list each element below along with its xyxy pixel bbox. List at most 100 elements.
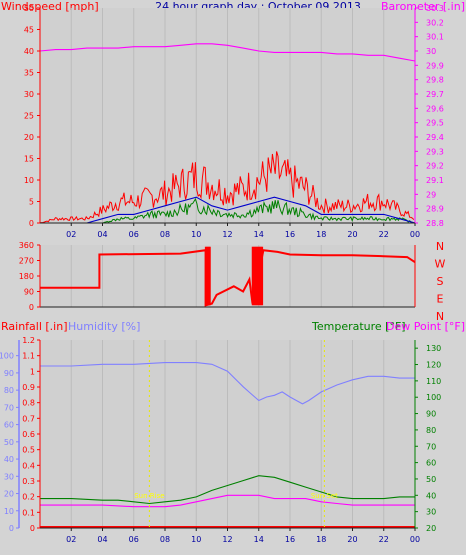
windspeed-tick-label: 20 — [24, 133, 34, 142]
direction-series-group — [40, 246, 416, 307]
x-tick-label: 04 — [97, 535, 107, 544]
barometer-tick-label: 30 — [426, 47, 436, 56]
barometer-series-group — [39, 43, 416, 62]
windspeed-axis: 0 5 10 15 20 25 30 35 40 45 50 — [24, 4, 41, 228]
x-tick-label: 06 — [129, 535, 139, 544]
x-tick-label: 16 — [285, 535, 295, 544]
temperature-tick-label: 100 — [426, 393, 441, 402]
rainfall-tick-label: 0.3 — [22, 477, 35, 486]
barometer-tick-label: 29.6 — [426, 104, 444, 113]
x-tick-label: 02 — [66, 535, 76, 544]
rainfall-tick-label: 1 — [30, 367, 35, 376]
rainfall-tick-label: 0.5 — [22, 446, 35, 455]
humidity-tick-label: 10 — [4, 507, 14, 516]
temperature-tick-label: 70 — [426, 442, 436, 451]
sun-annotations: Sun Rise Sun Set — [134, 340, 338, 528]
direction-series — [40, 249, 416, 307]
temperature-axis: 20 30 40 50 60 70 80 90 100 110 120 130 — [414, 340, 441, 533]
barometer-tick-label: 30.2 — [426, 18, 444, 27]
windspeed-tick-label: 0 — [29, 219, 34, 228]
temperature-tick-label: 40 — [426, 491, 436, 500]
compass-label: N — [436, 310, 444, 323]
windspeed-tick-label: 40 — [24, 47, 34, 56]
direction-tick-label: 270 — [19, 257, 34, 266]
temperature-axis-label: Temperature [°F] — [311, 320, 406, 333]
rain-panel-x-axis: 02 04 06 08 10 12 14 16 18 20 22 00 — [40, 527, 420, 544]
humidity-tick-label: 50 — [4, 438, 14, 447]
windspeed-tick-label: 50 — [24, 4, 34, 13]
barometer-axis: 28.8 28.9 29 29.1 29.2 29.3 29.4 29.5 29.6 29.7 29… — [414, 4, 444, 228]
temperature-series — [40, 475, 415, 505]
compass-label: W — [435, 258, 446, 271]
barometer-tick-label: 28.9 — [426, 205, 444, 214]
humidity-tick-label: 70 — [4, 403, 14, 412]
rainfall-tick-label: 0 — [30, 524, 35, 533]
barometer-tick-label: 29.4 — [426, 133, 444, 142]
x-tick-label: 14 — [254, 230, 264, 239]
x-tick-label: 20 — [347, 535, 357, 544]
humidity-tick-label: 80 — [4, 386, 14, 395]
x-tick-label: 18 — [316, 230, 326, 239]
rainfall-tick-label: 0.4 — [22, 461, 35, 470]
rainfall-tick-label: 0.9 — [22, 383, 35, 392]
temperature-tick-label: 20 — [426, 524, 436, 533]
compass-label: S — [437, 275, 444, 288]
gust-series — [39, 151, 415, 224]
rainfall-tick-label: 0.6 — [22, 430, 35, 439]
x-tick-label: 18 — [316, 535, 326, 544]
x-tick-label: 00 — [410, 230, 420, 239]
barometer-tick-label: 29.7 — [426, 90, 444, 99]
x-tick-label: 16 — [285, 230, 295, 239]
x-tick-label: 20 — [347, 230, 357, 239]
rainfall-tick-label: 0.1 — [22, 508, 35, 517]
x-tick-label: 04 — [97, 230, 107, 239]
windspeed-tick-label: 15 — [24, 155, 34, 164]
temperature-tick-label: 130 — [426, 344, 441, 353]
x-tick-label: 22 — [379, 535, 389, 544]
barometer-tick-label: 29.5 — [426, 119, 444, 128]
windspeed-tick-label: 5 — [29, 198, 34, 207]
windspeed-tick-label: 30 — [24, 90, 34, 99]
windspeed-axis-label: Windspeed [mph] — [1, 0, 99, 13]
barometer-tick-label: 29.3 — [426, 147, 444, 156]
barometer-series — [39, 43, 416, 62]
humidity-tick-label: 30 — [4, 472, 14, 481]
dewpoint-axis-label: Dew Point [°F] — [386, 320, 465, 333]
windspeed-tick-label: 25 — [24, 112, 34, 121]
x-tick-label: 06 — [129, 230, 139, 239]
direction-degree-axis: 0 90 180 270 360 — [19, 241, 41, 312]
direction-tick-label: 90 — [24, 288, 34, 297]
humidity-tick-label: 0 — [9, 524, 14, 533]
x-tick-label: 02 — [66, 230, 76, 239]
windspeed-tick-label: 35 — [24, 69, 34, 78]
x-tick-label: 10 — [191, 230, 201, 239]
x-tick-label: 10 — [191, 535, 201, 544]
rainfall-axis-label: Rainfall [.in] — [1, 320, 68, 333]
humidity-series — [40, 362, 415, 405]
direction-tick-label: 180 — [19, 272, 34, 281]
humidity-tick-label: 20 — [4, 490, 14, 499]
humidity-tick-label: 90 — [4, 369, 14, 378]
dewpoint-series — [40, 494, 415, 508]
windspeed-tick-label: 45 — [24, 26, 34, 35]
rainfall-tick-label: 1.2 — [22, 336, 35, 345]
rainfall-tick-label: 0.8 — [22, 399, 35, 408]
temperature-tick-label: 110 — [426, 377, 441, 386]
temperature-tick-label: 50 — [426, 475, 436, 484]
temperature-tick-label: 60 — [426, 459, 436, 468]
rain-panel-series-group — [40, 362, 415, 528]
temperature-tick-label: 80 — [426, 426, 436, 435]
compass-label: E — [437, 293, 444, 306]
rainfall-tick-label: 0.7 — [22, 414, 35, 423]
humidity-axis-label: Humidity [%] — [68, 320, 140, 333]
sun-marker-label: Sun Rise — [134, 492, 164, 500]
barometer-tick-label: 29.2 — [426, 162, 444, 171]
humidity-tick-label: 40 — [4, 455, 14, 464]
rainfall-tick-label: 0.2 — [22, 493, 35, 502]
barometer-tick-label: 29.9 — [426, 61, 444, 70]
compass-label: N — [436, 240, 444, 253]
temperature-tick-label: 120 — [426, 361, 441, 370]
temperature-tick-label: 90 — [426, 410, 436, 419]
sun-marker-label: Sun Set — [311, 492, 338, 500]
barometer-tick-label: 29.1 — [426, 176, 444, 185]
